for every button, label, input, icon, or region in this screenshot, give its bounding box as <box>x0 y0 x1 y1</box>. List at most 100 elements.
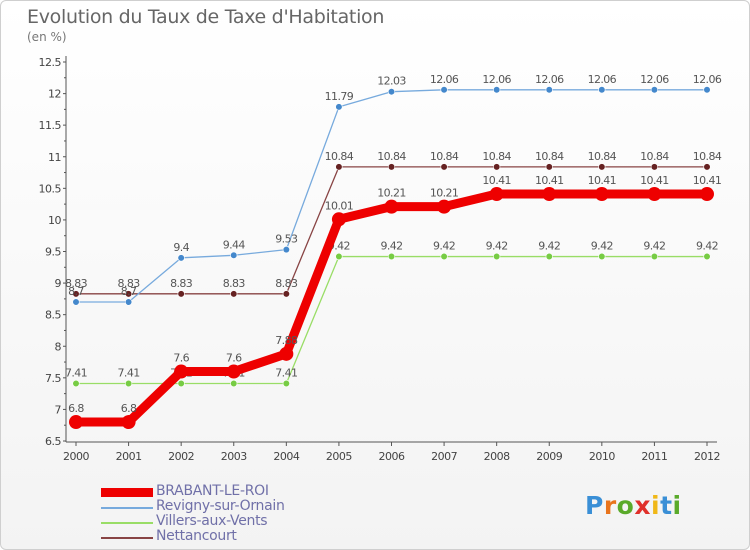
legend-label: Revigny-sur-Ornain <box>156 498 285 514</box>
x-tick-label: 2011 <box>641 450 667 463</box>
chart-unit-label: (en %) <box>27 30 67 44</box>
data-label: 9.4 <box>173 241 189 254</box>
data-label: 8.83 <box>275 277 298 290</box>
logo-letter: r <box>603 491 617 520</box>
data-label: 8.83 <box>65 277 88 290</box>
data-label: 9.42 <box>538 240 560 253</box>
x-tick-label: 2003 <box>221 450 247 463</box>
x-tick-label: 2002 <box>168 450 194 463</box>
x-tick-label: 2007 <box>431 450 457 463</box>
data-point <box>489 187 504 202</box>
x-tick-label: 2012 <box>694 450 720 463</box>
data-label: 9.44 <box>223 238 246 251</box>
data-point <box>440 252 448 261</box>
data-point <box>440 163 448 171</box>
series-nettancourt: 8.83 8.83 8.83 8.83 8.83 10.84 10.84 10.84 10.84… <box>65 150 722 298</box>
data-label: 10.41 <box>693 174 722 187</box>
data-point <box>177 379 185 388</box>
data-point <box>331 212 346 227</box>
data-point <box>72 379 80 388</box>
data-point <box>703 163 711 171</box>
data-point <box>493 86 501 94</box>
data-point <box>177 290 185 298</box>
data-point <box>384 199 399 214</box>
data-point <box>598 252 606 261</box>
y-tick-label: 12.5 <box>39 56 62 69</box>
data-label: 10.41 <box>588 174 617 187</box>
data-label: 10.84 <box>588 150 617 163</box>
y-tick-label: 9 <box>55 277 62 290</box>
series-line <box>76 189 707 427</box>
x-tick-label: 2010 <box>589 450 615 463</box>
data-label: 10.41 <box>640 174 669 187</box>
y-tick-label: 10.5 <box>39 182 62 195</box>
y-tick-label: 7 <box>55 403 62 416</box>
series-brabant-le-roi: 6.8 6.8 7.6 7.6 7.88 10.01 10.21 10.21 10.41 10.4… <box>68 174 722 430</box>
data-label: 7.6 <box>226 352 242 365</box>
data-label: 6.8 <box>68 402 84 415</box>
x-tick-label: 2005 <box>326 450 352 463</box>
x-tick-label: 2001 <box>116 450 142 463</box>
data-label: 10.21 <box>377 187 406 200</box>
data-label: 12.06 <box>640 73 669 86</box>
series-villers-aux-vents: 7.417.417.417.417.419.429.429.429.429.42… <box>65 240 719 388</box>
data-point <box>282 290 290 298</box>
y-tick-label: 9.5 <box>45 246 61 259</box>
data-label: 7.6 <box>173 352 189 365</box>
data-point <box>387 163 396 171</box>
legend-label: Nettancourt <box>156 528 237 544</box>
data-point <box>226 364 241 379</box>
data-point <box>545 86 553 94</box>
legend-swatch <box>101 488 153 497</box>
legend-label: Villers-aux-Vents <box>156 513 268 529</box>
data-label: 9.53 <box>275 233 298 246</box>
data-point <box>177 254 185 262</box>
data-point <box>440 86 448 94</box>
data-point <box>598 163 606 171</box>
logo-letter: i <box>651 491 661 520</box>
data-label: 10.84 <box>430 150 459 163</box>
data-point <box>124 298 133 306</box>
x-tick-label: 2004 <box>273 450 299 463</box>
data-point <box>282 246 290 254</box>
data-point <box>598 86 606 94</box>
data-point <box>387 252 396 261</box>
legend-label: BRABANT-LE-ROI <box>156 483 269 499</box>
legend-swatch <box>101 522 153 524</box>
data-point <box>124 379 133 388</box>
data-point <box>230 379 238 388</box>
data-label: 12.06 <box>588 73 617 86</box>
y-tick-label: 12 <box>48 88 61 101</box>
y-tick-label: 8 <box>55 340 62 353</box>
y-tick-label: 8.5 <box>45 309 61 322</box>
data-label: 7.41 <box>65 367 87 380</box>
data-point <box>703 86 711 94</box>
data-label: 7.41 <box>275 367 297 380</box>
y-tick-label: 11 <box>48 151 61 164</box>
data-label: 10.84 <box>640 150 669 163</box>
data-point <box>493 252 501 261</box>
data-label: 9.42 <box>380 240 402 253</box>
data-label: 10.21 <box>430 187 459 200</box>
x-tick-label: 2008 <box>484 450 510 463</box>
data-point <box>335 252 343 261</box>
data-point <box>700 187 714 202</box>
logo-letter: i <box>672 491 682 520</box>
data-label: 10.84 <box>377 150 406 163</box>
data-point <box>279 346 294 361</box>
data-label: 8.83 <box>170 277 193 290</box>
data-point <box>545 252 553 261</box>
data-point <box>72 298 80 306</box>
data-point <box>650 252 659 261</box>
data-point <box>121 415 136 430</box>
data-label: 8.7 <box>68 285 84 298</box>
data-label: 8.83 <box>223 277 246 290</box>
data-label: 7.41 <box>118 367 140 380</box>
data-point <box>72 290 80 298</box>
chart-title: Evolution du Taux de Taxe d'Habitation <box>27 6 385 28</box>
data-point <box>437 199 452 214</box>
data-label: 9.42 <box>643 240 665 253</box>
data-point <box>335 163 343 171</box>
data-point <box>282 379 290 388</box>
